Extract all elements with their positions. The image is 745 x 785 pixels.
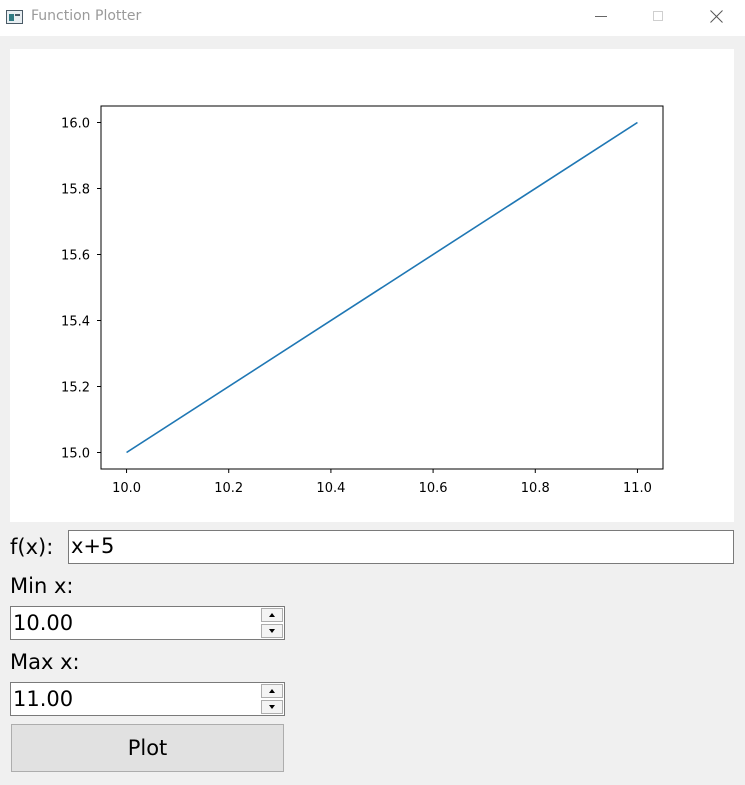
minimize-button[interactable] bbox=[571, 0, 629, 34]
axes-frame bbox=[100, 105, 664, 470]
max-x-increment-button[interactable] bbox=[261, 684, 283, 698]
max-x-value[interactable]: 11.00 bbox=[13, 687, 74, 711]
line-chart: 10.0 10.2 10.4 10.6 10.8 11.0 15.0 15.2 15.4 15.6… bbox=[61, 105, 664, 496]
y-tick-label: 16.0 bbox=[61, 117, 90, 132]
title-bar: Function Plotter bbox=[0, 0, 745, 36]
max-x-spinbox[interactable]: 11.00 bbox=[10, 682, 285, 716]
x-tick-label: 10.2 bbox=[214, 481, 243, 496]
maximize-button[interactable] bbox=[629, 0, 687, 34]
x-tick-label: 11.0 bbox=[623, 481, 652, 496]
plot-button[interactable]: Plot bbox=[11, 724, 284, 772]
y-tick-label: 15.2 bbox=[61, 381, 90, 396]
y-tick-label: 15.6 bbox=[61, 249, 90, 264]
max-x-label: Max x: bbox=[10, 650, 80, 674]
x-tick-label: 10.6 bbox=[419, 481, 448, 496]
min-x-spin-buttons bbox=[261, 608, 283, 638]
fx-label: f(x): bbox=[10, 535, 54, 559]
min-x-increment-button[interactable] bbox=[261, 608, 283, 622]
y-tick-label: 15.4 bbox=[61, 315, 90, 330]
min-x-spinbox[interactable]: 10.00 bbox=[10, 606, 285, 640]
window-title: Function Plotter bbox=[31, 8, 142, 24]
x-tick-label: 10.8 bbox=[521, 481, 550, 496]
y-tick-label: 15.0 bbox=[61, 447, 90, 462]
min-x-decrement-button[interactable] bbox=[261, 624, 283, 638]
plot-canvas: 10.0 10.2 10.4 10.6 10.8 11.0 15.0 15.2 15.4 15.6… bbox=[10, 49, 734, 522]
min-x-label: Min x: bbox=[10, 574, 74, 598]
series-line bbox=[126, 121, 638, 454]
fx-input[interactable]: x+5 bbox=[68, 530, 734, 564]
x-tick-label: 10.4 bbox=[316, 481, 345, 496]
min-x-value[interactable]: 10.00 bbox=[13, 611, 74, 635]
app-icon bbox=[6, 10, 23, 24]
x-tick-label: 10.0 bbox=[112, 481, 141, 496]
close-icon bbox=[710, 10, 723, 23]
y-tick-label: 15.8 bbox=[61, 183, 90, 198]
max-x-decrement-button[interactable] bbox=[261, 700, 283, 714]
max-x-spin-buttons bbox=[261, 684, 283, 714]
close-button[interactable] bbox=[687, 0, 745, 34]
